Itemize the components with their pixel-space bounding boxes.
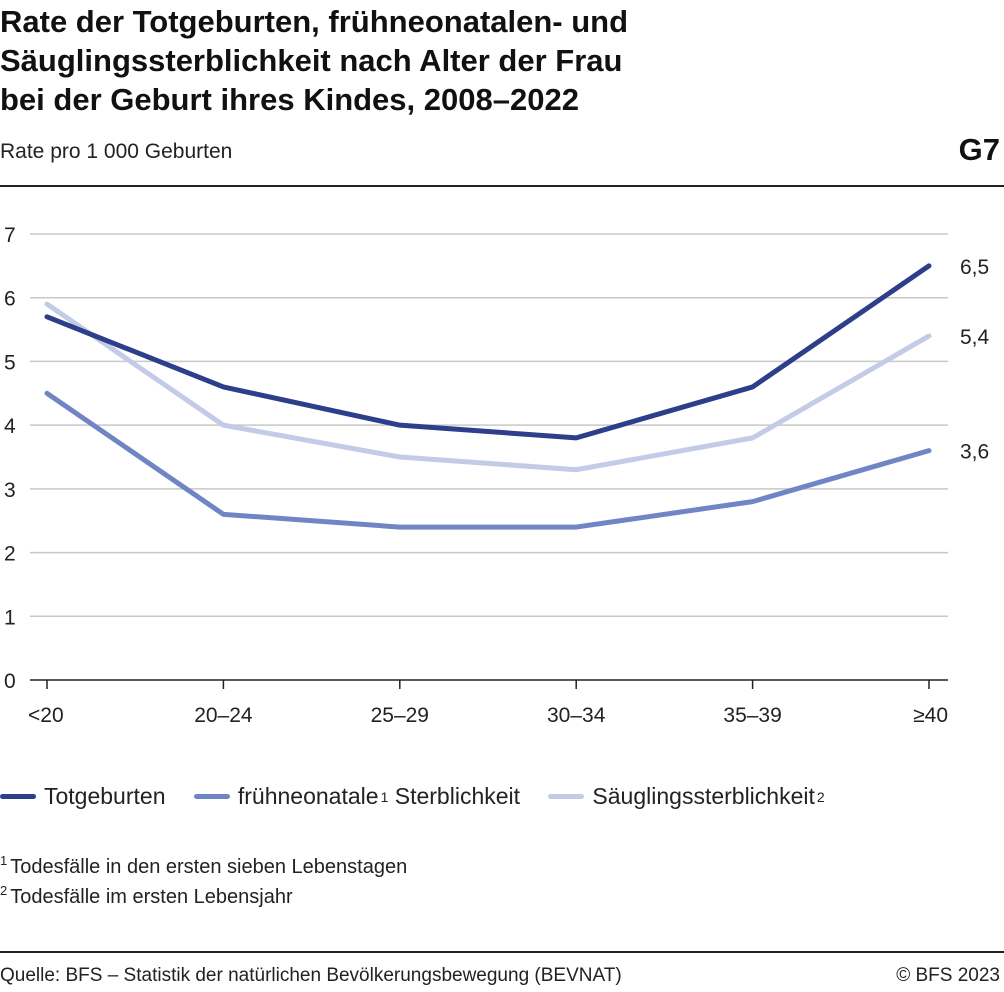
y-tick-label: 0 [4,670,16,693]
legend-item-fruehneonatale: frühneonatale 1 Sterblichkeit [193,783,521,810]
y-tick-label: 4 [4,415,16,438]
chart-title: Rate der Totgeburten, frühneonatalen- un… [0,2,900,119]
footnotes: 1 Todesfälle in den ersten sieben Lebenst… [0,846,408,908]
top-divider [0,185,1004,187]
y-tick-label: 7 [4,224,16,247]
series-lines [44,263,932,530]
y-tick-label: 5 [4,351,16,374]
legend-label-suffix: Sterblichkeit [394,783,521,809]
title-line-2: Säuglingssterblichkeit nach Alter der Fr… [0,43,623,78]
y-tick-label: 3 [4,479,16,502]
x-tick-label: 20–24 [194,704,253,727]
grid-lines [30,233,948,618]
footnote-text: Todesfälle in den ersten sieben Lebensta… [10,856,408,878]
legend-footnote-mark: 2 [816,788,825,805]
series-line-2 [44,301,932,473]
end-label: 6,5 [960,256,989,279]
legend-footnote-mark: 1 [380,788,389,805]
legend-item-totgeburten: Totgeburten [0,783,165,810]
legend-swatch [0,794,36,799]
end-label: 3,6 [960,441,989,464]
series-line-0 [44,263,932,441]
footnote: 1 Todesfälle in den ersten sieben Lebenst… [0,846,408,878]
title-line-1: Rate der Totgeburten, frühneonatalen- un… [0,4,629,39]
end-labels: 5,4 3,6 6,5 [960,256,990,464]
legend-item-saeuglingssterblichkeit: Säuglingssterblichkeit 2 [548,783,825,810]
y-tick-label: 2 [4,543,16,566]
series-line-1 [44,390,932,530]
footnote: 2 Todesfälle im ersten Lebensjahr [0,876,407,908]
x-tick-label: 35–39 [723,704,781,727]
legend-swatch [548,794,585,799]
y-tick-label: 6 [4,288,16,311]
line-chart: 0 1 2 3 4 5 6 7 <20 20–24 25–29 30–34 35–39 ≥40 5,4 3… [4,224,990,727]
bottom-divider [0,951,1004,953]
title-line-3: bei der Geburt ihres Kindes, 2008–2022 [0,82,579,117]
chart-subtitle: Rate pro 1 000 Geburten [0,140,233,163]
x-tick-label: 25–29 [371,704,429,727]
legend-label: Totgeburten [44,783,166,809]
legend-swatch [193,794,230,799]
copyright: © BFS 2023 [896,965,1000,986]
chart-legend: Totgeburten frühneonatale 1 Sterblichkeit… [0,778,847,810]
footnote-mark: 1 [0,853,8,868]
x-tick-labels: <20 20–24 25–29 30–34 35–39 ≥40 [28,704,948,727]
x-axis [30,679,948,689]
x-tick-label: <20 [28,704,64,727]
x-tick-label: ≥40 [913,704,948,727]
footnote-text: Todesfälle im ersten Lebensjahr [10,886,293,908]
legend-label: frühneonatale [237,783,379,809]
y-tick-labels: 0 1 2 3 4 5 6 7 [4,224,16,693]
legend-label: Säuglingssterblichkeit [592,783,815,809]
footnote-mark: 2 [0,883,8,898]
graphic-number: G7 [958,132,1000,167]
y-tick-label: 1 [4,606,16,629]
x-tick-label: 30–34 [547,704,606,727]
source-note: Quelle: BFS – Statistik der natürlichen … [0,965,622,986]
end-label: 5,4 [960,326,990,349]
